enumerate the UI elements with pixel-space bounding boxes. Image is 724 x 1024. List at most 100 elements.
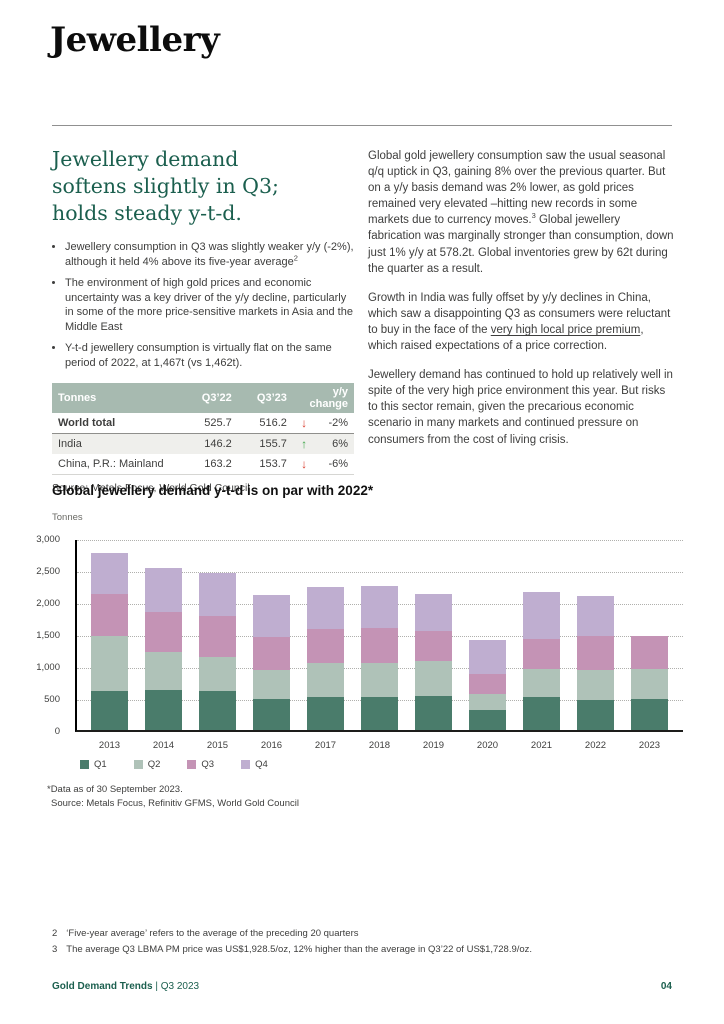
body-paragraph: Global gold jewellery consumption saw th… — [368, 148, 675, 277]
legend-item-q2: Q2 — [133, 759, 161, 770]
heading-line: Jewellery demand — [52, 147, 239, 171]
row-label: India — [58, 437, 82, 450]
bar-segment-q4-2016 — [253, 594, 290, 638]
bar-segment-q4-2019 — [415, 594, 452, 632]
bar-segment-q4-2013 — [91, 552, 128, 595]
x-tick-label: 2018 — [368, 740, 391, 751]
footnote: 3 The average Q3 LBMA PM price was US$1,… — [52, 944, 532, 955]
x-tick-label: 2016 — [260, 740, 283, 751]
value-q323: 153.7 — [237, 453, 293, 475]
legend-swatch — [241, 760, 251, 769]
bar-segment-q2-2017 — [307, 663, 344, 698]
footnote-ref: 2 — [293, 253, 298, 263]
bar-2013 — [91, 552, 128, 730]
bar-segment-q1-2018 — [361, 697, 398, 730]
x-tick-label: 2015 — [206, 740, 229, 751]
value-q323: 516.2 — [237, 412, 293, 434]
bar-segment-q2-2022 — [577, 670, 614, 700]
gridline-2,500 — [77, 572, 683, 573]
down-arrow-icon: ↓ — [292, 453, 316, 475]
bar-segment-q4-2020 — [469, 640, 506, 674]
x-tick-label: 2014 — [152, 740, 175, 751]
value-q323: 155.7 — [259, 437, 287, 450]
bar-2015 — [199, 572, 236, 730]
bar-2019 — [415, 594, 452, 730]
footnote-text: ‘Five-year average’ refers to the averag… — [66, 928, 359, 939]
legend-label: Q2 — [147, 759, 161, 770]
footnote-text: The average Q3 LBMA PM price was US$1,92… — [66, 944, 533, 955]
bar-segment-q1-2021 — [523, 697, 560, 730]
chart-legend: Q1 Q2 Q3 Q4 — [80, 759, 268, 770]
y-tick-label: 500 — [44, 694, 60, 705]
page-number: 04 — [660, 981, 672, 992]
bar-segment-q2-2016 — [253, 669, 290, 699]
gridline-3,000 — [77, 540, 683, 541]
bullet-text: Jewellery consumption in Q3 was slightly… — [65, 241, 354, 268]
section-heading: Jewellery demand softens slightly in Q3;… — [52, 146, 354, 227]
bar-segment-q4-2022 — [577, 596, 614, 637]
right-column: Global gold jewellery consumption saw th… — [368, 148, 675, 461]
bar-segment-q2-2013 — [91, 635, 128, 691]
page-footnotes: 2 ‘Five-year average’ refers to the aver… — [52, 928, 532, 960]
bar-2023 — [631, 636, 668, 730]
bar-segment-q3-2015 — [199, 615, 236, 657]
bar-segment-q2-2014 — [145, 651, 182, 690]
bar-segment-q1-2023 — [631, 699, 668, 730]
x-tick-label: 2017 — [314, 740, 337, 751]
price-premium-link[interactable]: very high local price premium — [490, 323, 641, 336]
chart-source: Source: Metals Focus, Refinitiv GFMS, Wo… — [51, 798, 299, 810]
down-arrow-icon: ↓ — [292, 412, 316, 434]
bar-segment-q3-2013 — [91, 594, 128, 636]
body-paragraph: Jewellery demand has continued to hold u… — [368, 369, 673, 446]
bar-segment-q3-2019 — [415, 631, 452, 661]
row-label: China, P.R.: Mainland — [52, 453, 183, 475]
legend-swatch — [133, 760, 143, 769]
report-name: Gold Demand Trends — [52, 981, 153, 992]
y-axis-labels: 0 500 1,000 1,500 2,000 2,500 3,000 — [14, 534, 68, 737]
x-tick-label: 2023 — [638, 740, 661, 751]
footnote-ref: 3 — [531, 211, 536, 221]
bullet-list: Jewellery consumption in Q3 was slightly… — [52, 240, 354, 371]
paragraph-text: Growth in India was fully offset by y/y … — [368, 291, 671, 336]
table-header-row: Tonnes Q3’22 Q3’23 y/y change — [52, 382, 354, 413]
x-axis-labels: 2013 2014 2015 2016 2017 2018 2019 2020 2021 2022… — [77, 740, 685, 751]
table-source: Source: Metals Focus, World Gold Council — [52, 481, 250, 494]
bar-segment-q2-2015 — [199, 656, 236, 691]
bar-segment-q2-2018 — [361, 662, 398, 698]
bullet-text: The environment of high gold prices and … — [65, 276, 353, 334]
bar-segment-q3-2018 — [361, 627, 398, 663]
heading-line: softens slightly in Q3; — [52, 174, 279, 198]
value-change: 6% — [332, 437, 348, 450]
bar-segment-q2-2020 — [469, 694, 506, 711]
bar-2016 — [253, 594, 290, 730]
value-q322: 163.2 — [182, 453, 238, 475]
legend-label: Q1 — [94, 759, 107, 770]
bar-segment-q3-2021 — [523, 638, 560, 670]
bar-segment-q4-2017 — [307, 586, 344, 629]
bar-2021 — [523, 592, 560, 730]
table-row: China, P.R.: Mainland 163.2 153.7 ↓ -6% — [52, 453, 354, 475]
chart-footnote: *Data as of 30 September 2023. Source: M… — [47, 783, 299, 812]
legend-item-q4: Q4 — [241, 759, 268, 770]
legend-label: Q4 — [255, 759, 268, 770]
report-issue: Q3 2023 — [160, 981, 200, 992]
bar-2017 — [307, 586, 344, 730]
heading-line: holds steady y-t-d. — [52, 201, 242, 225]
bar-2022 — [577, 596, 614, 730]
value-q322: 525.7 — [182, 412, 238, 434]
bar-segment-q1-2022 — [577, 699, 614, 730]
left-column: Jewellery demand softens slightly in Q3;… — [52, 146, 354, 494]
bar-segment-q1-2013 — [91, 690, 128, 730]
chart-bars — [77, 540, 683, 730]
bar-segment-q4-2021 — [523, 592, 560, 639]
bar-segment-q3-2022 — [577, 636, 614, 671]
footnote-number: 3 — [52, 944, 58, 955]
chart-plot — [75, 540, 683, 732]
bar-segment-q1-2015 — [199, 690, 236, 730]
row-label: World total — [52, 412, 183, 434]
chart-data-note: *Data as of 30 September 2023. — [47, 784, 183, 795]
col-header-tonnes: Tonnes — [52, 382, 183, 413]
value-change: -2% — [315, 412, 354, 434]
bullet-item: The environment of high gold prices and … — [65, 276, 354, 335]
